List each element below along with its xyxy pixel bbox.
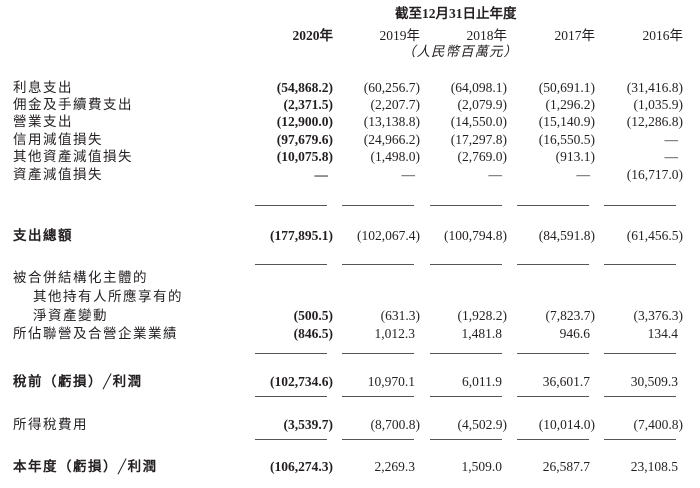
value-2016: —: [664, 149, 679, 164]
value-2017: 26,587.7: [542, 459, 590, 474]
value-2018: 1,509.0: [461, 459, 503, 474]
value-2018: (2,769.0): [457, 149, 508, 164]
value-2020: (3,539.7): [283, 417, 334, 432]
value-2018: —: [488, 167, 503, 182]
year-header-2016: 2016年: [642, 28, 684, 43]
value-2020: (177,895.1): [270, 228, 333, 243]
value-2019: (2,207.7): [370, 97, 421, 112]
value-2019: (24,966.2): [363, 132, 420, 147]
value-2017: (10,014.0): [538, 417, 595, 432]
table-row: 淨資產變動 (500.5) (631.3) (1,928.2) (7,823.7…: [0, 307, 700, 325]
value-2018: (64,098.1): [450, 80, 507, 95]
table-row-pretax: 稅前（虧損）╱利潤 (102,734.6) 10,970.1 6,011.9 3…: [0, 373, 700, 391]
row-label: 營業支出: [13, 114, 73, 129]
value-2016: (61,456.5): [626, 228, 683, 243]
table-row: 營業支出 (12,900.0) (13,138.8) (14,550.0) (1…: [0, 113, 700, 131]
row-label: 所得稅費用: [13, 417, 88, 432]
row-label: 淨資產變動: [33, 308, 108, 323]
value-2019: (102,067.4): [357, 228, 420, 243]
row-label: 被合併結構化主體的: [13, 270, 148, 285]
row-label: 稅前（虧損）╱利潤: [13, 374, 143, 389]
table-row-total-expenses: 支出總額 (177,895.1) (102,067.4) (100,794.8)…: [0, 227, 700, 245]
value-2020: (500.5): [293, 308, 333, 323]
value-2019: 10,970.1: [367, 374, 415, 389]
value-2020: —: [314, 167, 329, 182]
year-header-2019: 2019年: [379, 28, 421, 43]
value-2017: —: [576, 167, 591, 182]
row-label: 佣金及手續費支出: [13, 97, 133, 112]
value-2017: (84,591.8): [538, 228, 595, 243]
row-label: 信用減值損失: [13, 132, 103, 147]
value-2016: (12,286.8): [626, 114, 683, 129]
value-2019: 1,012.3: [374, 326, 416, 341]
value-2016: 30,509.3: [630, 374, 678, 389]
year-header-2018: 2018年: [466, 28, 508, 43]
value-2018: (100,794.8): [444, 228, 507, 243]
row-label: 所佔聯營及合營企業業績: [13, 326, 178, 341]
row-label: 支出總額: [13, 228, 73, 243]
row-label: 本年度（虧損）╱利潤: [13, 459, 158, 474]
year-header-2017: 2017年: [554, 28, 596, 43]
value-2017: (7,823.7): [545, 308, 596, 323]
year-header-2020: 2020年: [292, 28, 334, 43]
value-2017: (1,296.2): [545, 97, 596, 112]
value-2017: 946.6: [559, 326, 590, 341]
value-2017: (913.1): [555, 149, 595, 164]
value-2018: 1,481.8: [461, 326, 503, 341]
row-label: 資產減值損失: [13, 167, 103, 182]
table-row: 信用減值損失 (97,679.6) (24,966.2) (17,297.8) …: [0, 131, 700, 149]
unit-label: （人民幣百萬元）: [402, 44, 518, 59]
table-row: 其他資產減值損失 (10,075.8) (1,498.0) (2,769.0) …: [0, 148, 700, 166]
value-2017: 36,601.7: [542, 374, 590, 389]
row-label: 其他持有人所應享有的: [33, 289, 183, 304]
row-label: 利息支出: [13, 80, 73, 95]
value-2020: (102,734.6): [270, 374, 333, 389]
value-2018: (4,502.9): [457, 417, 508, 432]
value-2017: (15,140.9): [538, 114, 595, 129]
value-2019: (1,498.0): [370, 149, 421, 164]
value-2018: (17,297.8): [450, 132, 507, 147]
value-2019: (8,700.8): [370, 417, 421, 432]
value-2019: 2,269.3: [374, 459, 416, 474]
table-row: 資產減值損失 — — — — (16,717.0): [0, 166, 700, 184]
value-2018: 6,011.9: [462, 374, 502, 389]
value-2016: (16,717.0): [626, 167, 683, 182]
table-row: 佣金及手續費支出 (2,371.5) (2,207.7) (2,079.9) (…: [0, 96, 700, 114]
value-2019: (13,138.8): [363, 114, 420, 129]
table-row-net-result: 本年度（虧損）╱利潤 (106,274.3) 2,269.3 1,509.0 2…: [0, 458, 700, 476]
label-line: 被合併結構化主體的: [0, 269, 700, 287]
value-2016: (1,035.9): [633, 97, 684, 112]
value-2020: (2,371.5): [283, 97, 334, 112]
value-2016: (7,400.8): [633, 417, 684, 432]
row-label: 其他資產減值損失: [13, 149, 133, 164]
value-2016: 23,108.5: [630, 459, 678, 474]
value-2016: (3,376.3): [633, 308, 684, 323]
value-2017: (50,691.1): [538, 80, 595, 95]
value-2019: (631.3): [380, 308, 420, 323]
table-row-income-tax: 所得稅費用 (3,539.7) (8,700.8) (4,502.9) (10,…: [0, 416, 700, 434]
value-2020: (97,679.6): [276, 132, 333, 147]
period-header: 截至12月31日止年度: [395, 6, 517, 21]
value-2019: —: [401, 167, 416, 182]
value-2016: —: [664, 132, 679, 147]
value-2016: 134.4: [647, 326, 678, 341]
value-2020: (12,900.0): [276, 114, 333, 129]
value-2018: (2,079.9): [457, 97, 508, 112]
value-2020: (54,868.2): [276, 80, 333, 95]
value-2018: (1,928.2): [457, 308, 508, 323]
value-2017: (16,550.5): [538, 132, 595, 147]
table-row: 利息支出 (54,868.2) (60,256.7) (64,098.1) (5…: [0, 79, 700, 97]
value-2018: (14,550.0): [450, 114, 507, 129]
value-2020: (846.5): [293, 326, 333, 341]
table-row: 所佔聯營及合營企業業績 (846.5) 1,012.3 1,481.8 946.…: [0, 325, 700, 343]
value-2020: (10,075.8): [276, 149, 333, 164]
value-2016: (31,416.8): [626, 80, 683, 95]
label-line: 其他持有人所應享有的: [0, 288, 700, 306]
value-2019: (60,256.7): [363, 80, 420, 95]
value-2020: (106,274.3): [270, 459, 333, 474]
